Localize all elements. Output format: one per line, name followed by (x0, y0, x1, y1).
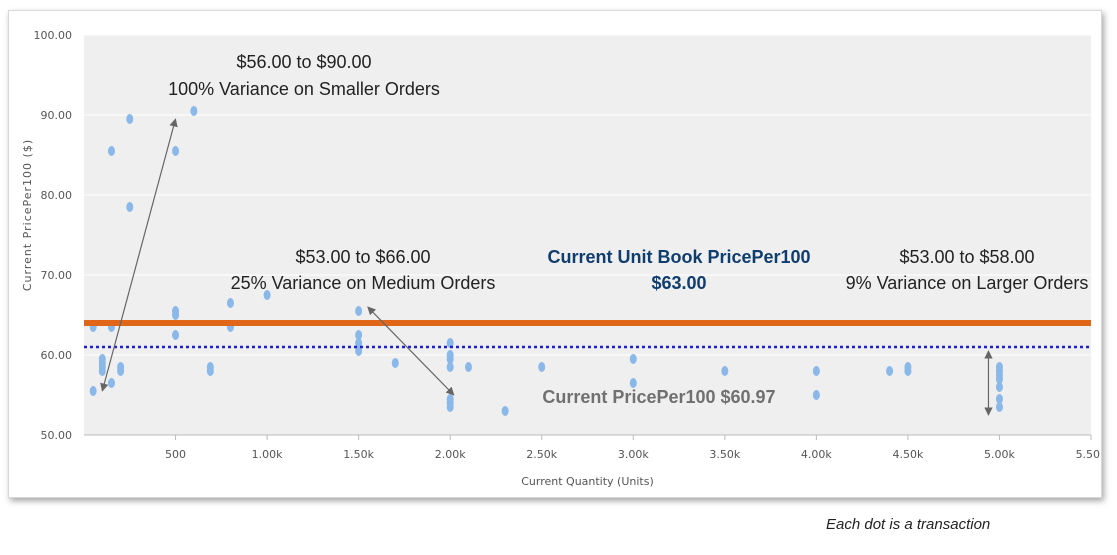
x-tick-label: 3.00k (618, 448, 649, 461)
data-point (172, 330, 180, 340)
data-point (89, 386, 97, 396)
data-point (355, 338, 363, 348)
annotation-book-value: $63.00 (651, 273, 706, 293)
data-point (995, 382, 1003, 392)
data-point (904, 366, 912, 376)
data-point (226, 298, 234, 308)
data-point (995, 394, 1003, 404)
data-point (172, 310, 180, 320)
data-point (464, 362, 472, 372)
y-tick-label: 50.00 (41, 429, 73, 442)
x-tick-label: 5.00k (984, 448, 1015, 461)
data-point (995, 402, 1003, 412)
data-point (126, 202, 134, 212)
chart-panel: 50.00 60.00 70.00 80.00 90.00 100.00 500 1.00k 1… (8, 10, 1102, 498)
data-point (995, 374, 1003, 384)
x-tick-label: 3.50k (709, 448, 740, 461)
data-point (446, 362, 454, 372)
annotation-current-price: Current PricePer100 $60.97 (542, 387, 775, 407)
x-tick-label: 2.00k (435, 448, 466, 461)
data-point (812, 366, 820, 376)
annotation-small-variance: 100% Variance on Smaller Orders (168, 79, 440, 99)
annotation-medium-range: $53.00 to $66.00 (295, 247, 430, 267)
annotation-large-variance: 9% Variance on Larger Orders (846, 273, 1089, 293)
scatter-chart: 50.00 60.00 70.00 80.00 90.00 100.00 500 1.00k 1… (21, 29, 1101, 488)
x-tick-label: 500 (165, 448, 186, 461)
data-point (538, 362, 546, 372)
data-point (107, 378, 115, 388)
data-point (355, 346, 363, 356)
x-tick-label: 1.50k (343, 448, 374, 461)
data-point (172, 146, 180, 156)
data-point (355, 306, 363, 316)
data-point (355, 330, 363, 340)
data-point (812, 390, 820, 400)
annotation-small-range: $56.00 to $90.00 (236, 52, 371, 72)
data-point (98, 366, 106, 376)
data-point (886, 366, 894, 376)
y-tick-label: 70.00 (41, 269, 73, 282)
annotation-large-range: $53.00 to $58.00 (899, 247, 1034, 267)
data-point (446, 402, 454, 412)
y-tick-label: 90.00 (41, 109, 73, 122)
data-point (263, 290, 271, 300)
data-point (629, 354, 637, 364)
medium-orders-arrow (367, 306, 455, 396)
data-point (501, 406, 509, 416)
data-point (629, 378, 637, 388)
plot-background (84, 35, 1091, 435)
y-tick-label: 60.00 (41, 349, 73, 362)
data-point (117, 366, 125, 376)
data-point (206, 366, 214, 376)
x-tick-label: 1.00k (252, 448, 283, 461)
y-tick-label: 100.00 (34, 29, 73, 42)
x-tick-label: 5.50k (1076, 448, 1101, 461)
x-tick-label: 2.50k (526, 448, 557, 461)
x-tick-label: 4.00k (801, 448, 832, 461)
y-axis-label: Current PricePer100 ($) (21, 139, 34, 291)
x-tick-label: 4.50k (892, 448, 923, 461)
data-point (107, 146, 115, 156)
y-tick-label: 80.00 (41, 189, 73, 202)
data-point (391, 358, 399, 368)
footnote: Each dot is a transaction (826, 516, 991, 533)
data-point (126, 114, 134, 124)
annotation-book-label: Current Unit Book PricePer100 (547, 247, 810, 267)
data-point (190, 106, 198, 116)
annotation-medium-variance: 25% Variance on Medium Orders (231, 273, 496, 293)
x-axis-label: Current Quantity (Units) (521, 475, 654, 488)
small-orders-arrow (100, 118, 178, 392)
data-point (721, 366, 729, 376)
